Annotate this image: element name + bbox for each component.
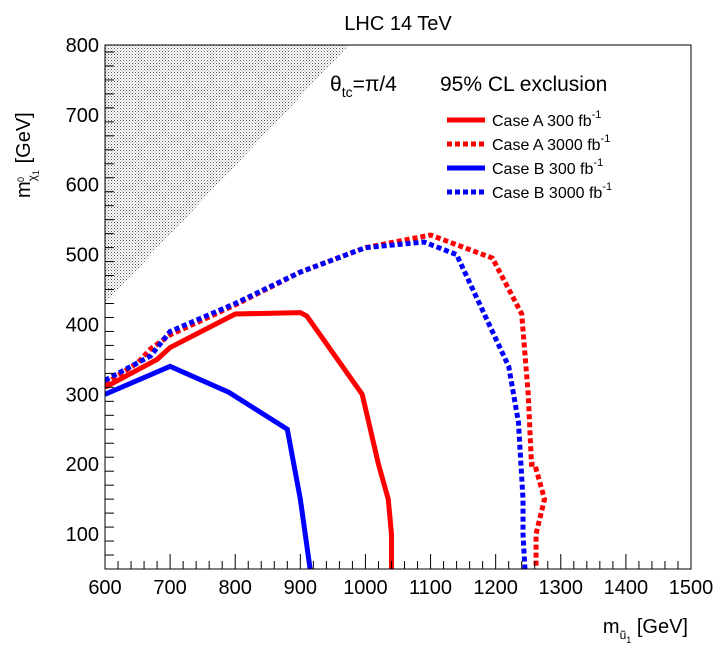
x-tick-label: 1000 (343, 577, 388, 599)
series-line-3 (105, 363, 313, 569)
x-tick-label: 1500 (669, 577, 714, 599)
x-tick-label: 900 (284, 577, 317, 599)
series-line-4 (105, 239, 528, 569)
y-axis-label: mχ10 [GeV] (13, 112, 41, 198)
x-tick-label: 600 (88, 577, 121, 599)
x-tick-label: 1100 (409, 577, 452, 599)
series-line-1 (105, 310, 394, 569)
forbidden-region (105, 45, 350, 304)
legend: Case A 300 fb-1 Case A 3000 fb-1 Case B 30… (447, 109, 612, 202)
series-layer (105, 232, 548, 569)
theta-annotation: θtc=π/4 (330, 73, 397, 100)
y-tick-label: 100 (66, 524, 99, 546)
x-tick-label: 800 (219, 577, 252, 599)
forbidden-region-layer (105, 45, 350, 304)
x-axis: 600 700 800 900 1000 1100 1200 1300 1400 1500 (88, 554, 713, 599)
x-tick-label: 1400 (604, 577, 649, 599)
plot-frame (104, 44, 692, 570)
y-tick-label: 400 (66, 314, 99, 336)
series-line-2 (105, 232, 548, 569)
x-tick-label: 700 (153, 577, 186, 599)
chart-title: LHC 14 TeV (344, 13, 452, 35)
x-axis-label: mũ1 [GeV] (603, 616, 688, 645)
exclusion-annotation: 95% CL exclusion (440, 73, 607, 96)
y-tick-label: 500 (66, 245, 99, 267)
legend-label-3: Case B 300 fb-1 (492, 157, 603, 178)
y-tick-label: 200 (66, 454, 99, 476)
x-tick-label: 1200 (473, 577, 518, 599)
legend-label-4: Case B 3000 fb-1 (492, 181, 612, 202)
legend-label-2: Case A 3000 fb-1 (492, 133, 610, 154)
y-tick-label: 600 (66, 175, 99, 197)
x-tick-label: 1300 (539, 577, 584, 599)
y-tick-label: 700 (66, 105, 99, 127)
y-tick-label: 800 (66, 35, 99, 57)
legend-label-1: Case A 300 fb-1 (492, 109, 601, 130)
y-axis: 100 200 300 400 500 600 700 800 (66, 35, 114, 570)
y-tick-label: 300 (66, 384, 99, 406)
